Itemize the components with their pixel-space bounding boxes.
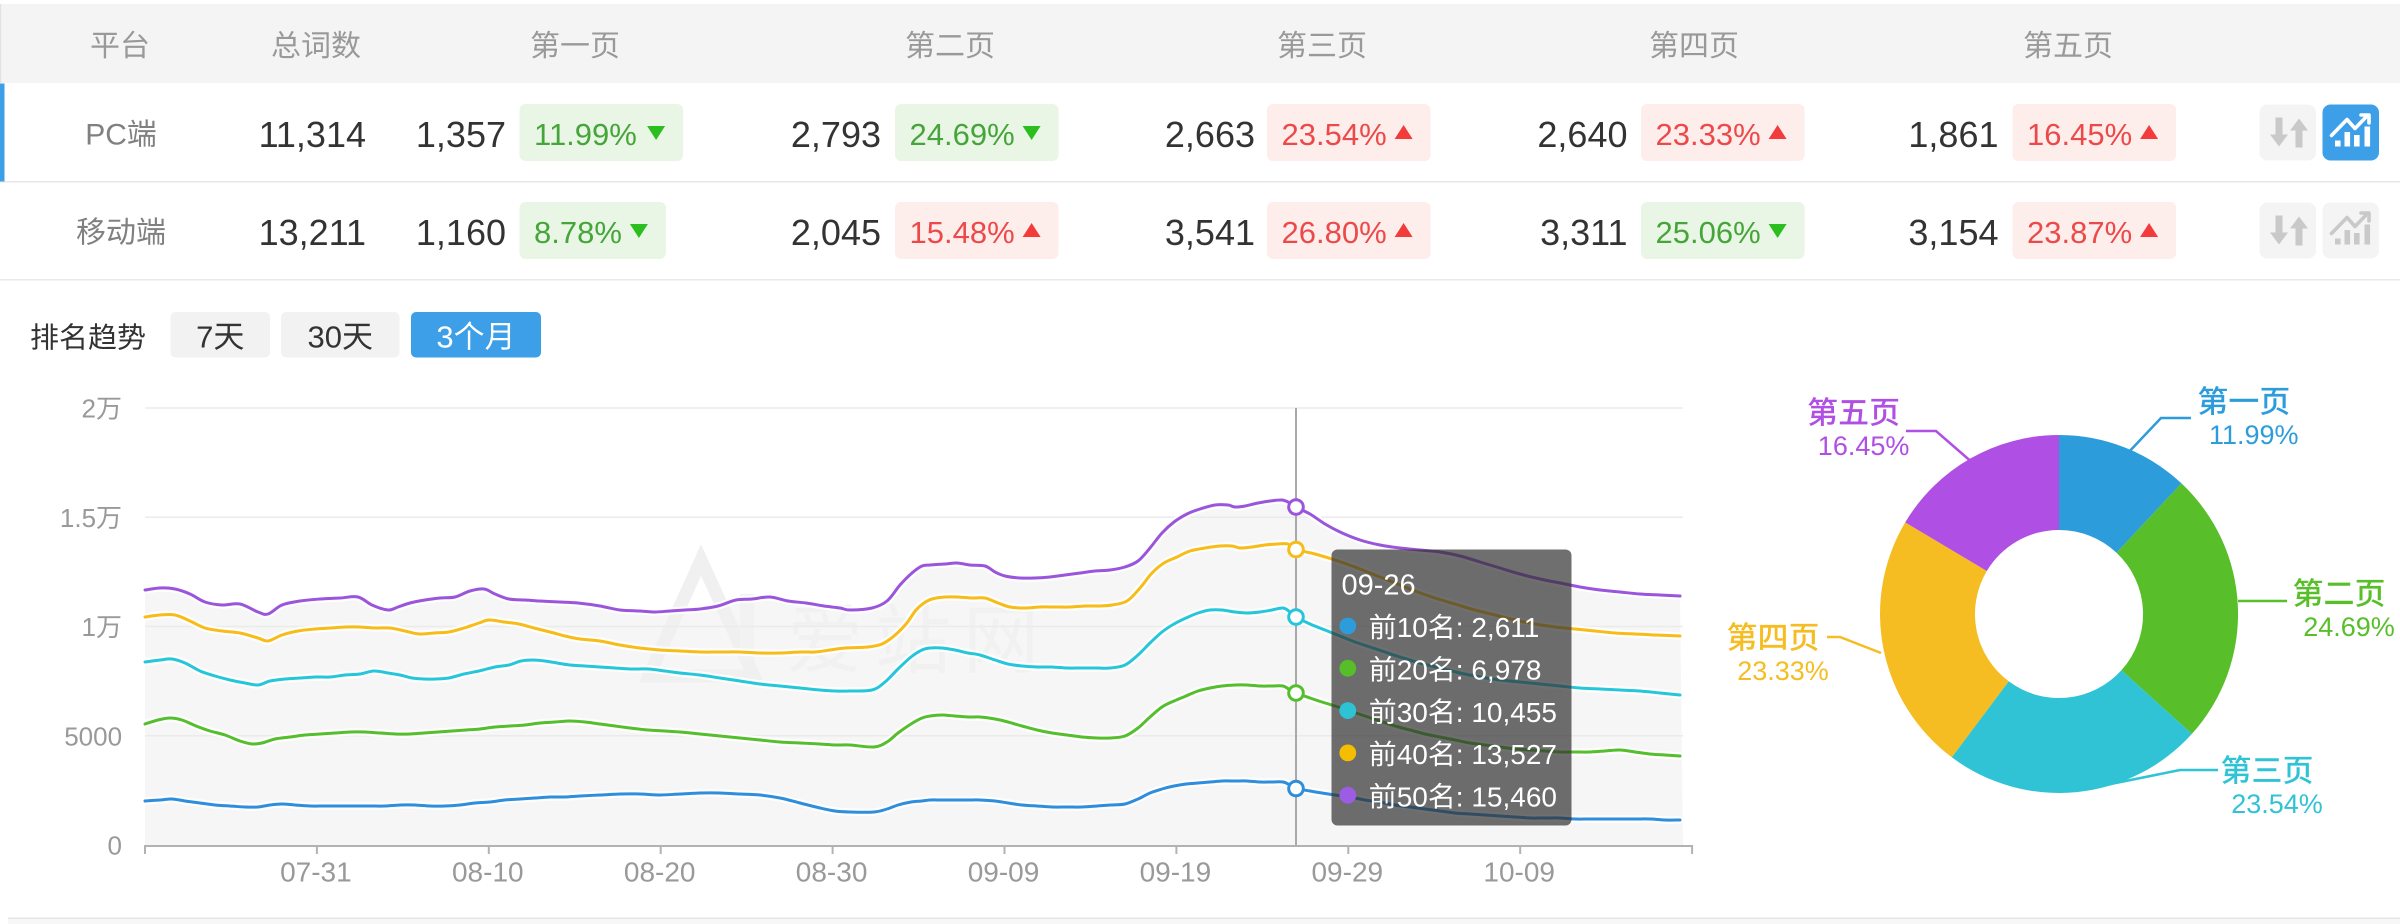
svg-text:09-26: 09-26 [1342, 570, 1416, 602]
svg-text:0: 0 [108, 831, 122, 861]
svg-text:08-20: 08-20 [624, 856, 696, 887]
svg-text:11.99%: 11.99% [2209, 420, 2299, 450]
svg-text:1,861: 1,861 [1908, 114, 1998, 155]
svg-text:23.87%: 23.87% [2027, 215, 2132, 250]
svg-text:11,314: 11,314 [259, 114, 366, 155]
svg-text:24.69%: 24.69% [910, 117, 1015, 152]
svg-text:7: 7 [196, 319, 213, 354]
svg-text:1,357: 1,357 [416, 114, 506, 155]
svg-text:08-30: 08-30 [796, 856, 868, 887]
svg-text:25.06%: 25.06% [1656, 215, 1761, 250]
svg-text:10-09: 10-09 [1483, 856, 1555, 887]
svg-text:3: 3 [436, 319, 453, 354]
svg-text:3,311: 3,311 [1540, 212, 1627, 253]
svg-text:10: 10 [1397, 612, 1428, 643]
svg-text:3,154: 3,154 [1908, 212, 1998, 253]
svg-text:11.99%: 11.99% [534, 117, 637, 152]
svg-text:09-29: 09-29 [1311, 856, 1383, 887]
svg-text:23.33%: 23.33% [1737, 656, 1829, 686]
svg-text:09-19: 09-19 [1140, 856, 1212, 887]
svg-text:07-31: 07-31 [280, 856, 352, 887]
svg-text:16.45%: 16.45% [1818, 431, 1910, 461]
svg-text:2,793: 2,793 [791, 114, 881, 155]
svg-text:1,160: 1,160 [416, 212, 506, 253]
svg-text:PC: PC [85, 119, 127, 152]
svg-text:2,045: 2,045 [791, 212, 881, 253]
svg-text:1: 1 [82, 612, 96, 642]
svg-text:50: 50 [1397, 781, 1428, 812]
svg-text:30: 30 [308, 319, 342, 354]
svg-text:: 13,527: : 13,527 [1456, 739, 1557, 770]
svg-text:20: 20 [1397, 655, 1428, 686]
svg-text:23.54%: 23.54% [1282, 117, 1387, 152]
svg-text:: 6,978: : 6,978 [1456, 655, 1542, 686]
svg-text:23.54%: 23.54% [2231, 789, 2323, 819]
svg-text:16.45%: 16.45% [2027, 117, 2132, 152]
svg-text:: 2,611: : 2,611 [1456, 612, 1540, 643]
svg-text:30: 30 [1397, 697, 1428, 728]
svg-text:: 15,460: : 15,460 [1456, 781, 1557, 812]
svg-text:26.80%: 26.80% [1282, 215, 1387, 250]
svg-text:09-09: 09-09 [968, 856, 1040, 887]
svg-text:: 10,455: : 10,455 [1456, 697, 1557, 728]
svg-text:13,211: 13,211 [259, 212, 366, 253]
svg-text:3,541: 3,541 [1165, 212, 1255, 253]
svg-text:40: 40 [1397, 739, 1428, 770]
svg-text:5000: 5000 [64, 721, 122, 751]
svg-text:2: 2 [82, 394, 96, 424]
svg-text:2,663: 2,663 [1165, 114, 1255, 155]
svg-text:8.78%: 8.78% [534, 215, 622, 250]
svg-text:2,640: 2,640 [1537, 114, 1627, 155]
svg-text:1.5: 1.5 [60, 503, 96, 533]
svg-text:23.33%: 23.33% [1656, 117, 1761, 152]
svg-text:15.48%: 15.48% [910, 215, 1015, 250]
svg-text:24.69%: 24.69% [2303, 612, 2395, 642]
svg-text:08-10: 08-10 [452, 856, 524, 887]
